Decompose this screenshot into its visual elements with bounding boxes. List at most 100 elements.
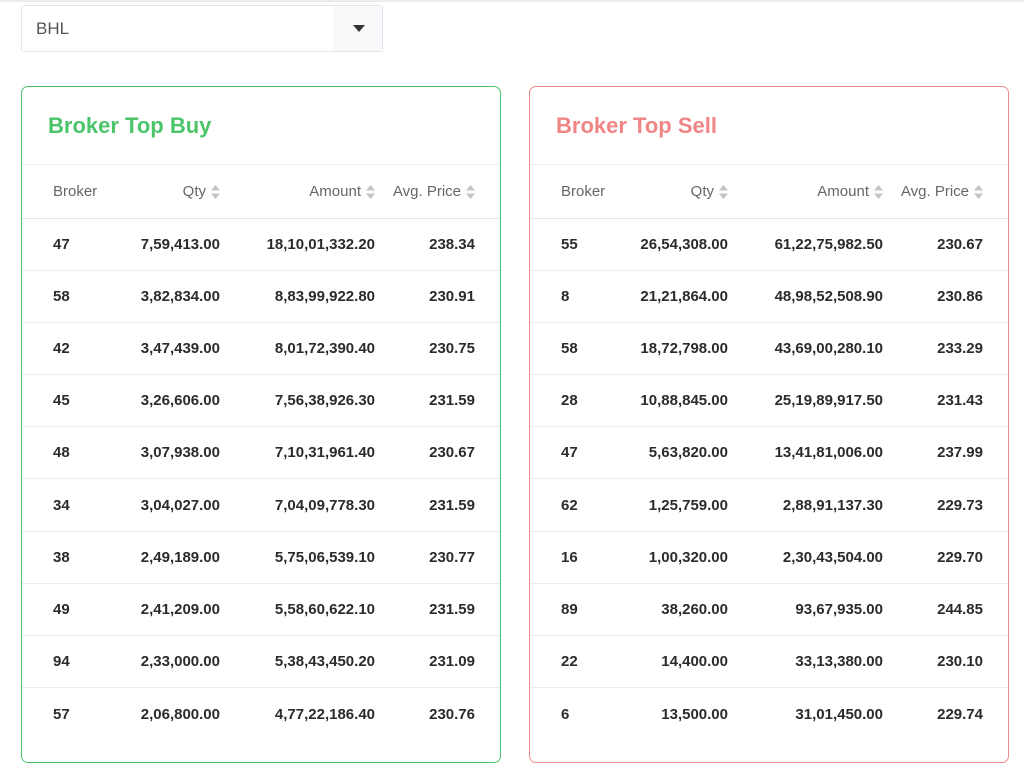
sort-icon (719, 184, 728, 199)
avg-price-cell: 230.91 (375, 270, 500, 323)
table-row: 58 3,82,834.00 8,83,99,922.80 230.91 (22, 270, 500, 323)
broker-cell: 22 (530, 635, 618, 689)
amount-cell: 13,41,81,006.00 (728, 426, 883, 480)
table-row: 45 3,26,606.00 7,56,38,926.30 231.59 (22, 374, 500, 428)
broker-cell: 57 (53, 705, 70, 723)
avg-price-cell: 229.70 (883, 531, 1008, 584)
sort-icon (466, 184, 475, 199)
amount-cell: 93,67,935.00 (728, 583, 883, 637)
top-divider (0, 0, 1024, 2)
avg-price-cell: 230.76 (429, 705, 475, 723)
avg-price-cell: 231.43 (883, 374, 1008, 428)
broker-top-buy-table: Broker Qty Amount Avg. Price 47 7,59,413.… (22, 165, 500, 740)
caret-down-icon (352, 25, 365, 32)
avg-price-cell: 238.34 (375, 218, 500, 271)
table-row: 62 1,25,759.00 2,88,91,137.30 229.73 (530, 478, 1008, 532)
amount-cell: 7,10,31,961.40 (220, 426, 375, 480)
broker-top-sell-title: Broker Top Sell (530, 87, 1008, 165)
amount-cell: 18,10,01,332.20 (220, 218, 375, 271)
table-header-row: Broker Qty Amount Avg. Price (530, 165, 1008, 219)
table-row: 42 3,47,439.00 8,01,72,390.40 230.75 (22, 322, 500, 376)
table-row: 16 1,00,320.00 2,30,43,504.00 229.70 (530, 531, 1008, 584)
broker-cell: 47 (530, 426, 618, 480)
qty-cell: 5,63,820.00 (618, 426, 728, 480)
table-row: 47 5,63,820.00 13,41,81,006.00 237.99 (530, 426, 1008, 480)
broker-top-buy-title: Broker Top Buy (22, 87, 500, 165)
broker-cell: 16 (530, 531, 618, 584)
avg-price-cell: 230.67 (883, 218, 1008, 271)
header-qty-sortable[interactable]: Qty (110, 165, 220, 219)
amount-cell: 5,38,43,450.20 (220, 635, 375, 689)
sort-icon (211, 184, 220, 199)
qty-cell: 1,00,320.00 (618, 531, 728, 584)
symbol-select-value: BHL (36, 18, 70, 38)
avg-price-cell: 244.85 (883, 583, 1008, 637)
qty-cell: 18,72,798.00 (618, 322, 728, 376)
amount-cell: 61,22,75,982.50 (728, 218, 883, 271)
broker-cell: 28 (530, 374, 618, 428)
avg-price-cell: 237.99 (883, 426, 1008, 480)
table-row: 6 13,500.00 31,01,450.00 229.74 (530, 688, 1008, 740)
amount-cell: 25,19,89,917.50 (728, 374, 883, 428)
avg-price-cell: 230.75 (375, 322, 500, 376)
table-row: 57 2,06,800.00 4,77,22,186.40 230.76 (22, 688, 500, 740)
qty-cell: 3,04,027.00 (110, 478, 220, 532)
qty-cell: 3,26,606.00 (110, 374, 220, 428)
broker-cell: 89 (530, 583, 618, 637)
broker-cell: 6 (561, 705, 570, 723)
amount-cell: 31,01,450.00 (795, 705, 883, 723)
avg-price-cell: 229.73 (883, 478, 1008, 532)
amount-cell: 2,88,91,137.30 (728, 478, 883, 532)
qty-cell: 38,260.00 (618, 583, 728, 637)
qty-cell: 1,25,759.00 (618, 478, 728, 532)
broker-cell: 58 (530, 322, 618, 376)
broker-cell: 62 (530, 478, 618, 532)
header-qty-sortable[interactable]: Qty (618, 165, 728, 219)
avg-price-cell: 231.59 (375, 478, 500, 532)
amount-cell: 7,04,09,778.30 (220, 478, 375, 532)
header-avg-price-sortable[interactable]: Avg. Price (375, 165, 500, 219)
avg-price-cell: 229.74 (937, 705, 983, 723)
table-header-row: Broker Qty Amount Avg. Price (22, 165, 500, 219)
table-row: 34 3,04,027.00 7,04,09,778.30 231.59 (22, 478, 500, 532)
qty-cell: 2,06,800.00 (140, 705, 220, 723)
qty-cell: 3,82,834.00 (110, 270, 220, 323)
broker-top-buy-card: Broker Top Buy Broker Qty Amount Avg. Pr… (21, 86, 501, 763)
broker-cell: 8 (530, 270, 618, 323)
symbol-select-toggle[interactable] (334, 6, 382, 51)
symbol-select[interactable]: BHL (21, 5, 383, 52)
table-row: 47 7,59,413.00 18,10,01,332.20 238.34 (22, 218, 500, 271)
header-broker: Broker (22, 165, 110, 219)
amount-cell: 5,75,06,539.10 (220, 531, 375, 584)
broker-cell: 38 (22, 531, 110, 584)
avg-price-cell: 231.59 (375, 374, 500, 428)
header-amount-sortable[interactable]: Amount (728, 165, 883, 219)
amount-cell: 43,69,00,280.10 (728, 322, 883, 376)
amount-cell: 7,56,38,926.30 (220, 374, 375, 428)
broker-cell: 42 (22, 322, 110, 376)
avg-price-cell: 233.29 (883, 322, 1008, 376)
table-row: 49 2,41,209.00 5,58,60,622.10 231.59 (22, 583, 500, 637)
avg-price-cell: 230.10 (883, 635, 1008, 689)
header-avg-price-sortable[interactable]: Avg. Price (883, 165, 1008, 219)
table-row: 94 2,33,000.00 5,38,43,450.20 231.09 (22, 635, 500, 689)
table-row: 22 14,400.00 33,13,380.00 230.10 (530, 635, 1008, 689)
amount-cell: 5,58,60,622.10 (220, 583, 375, 637)
broker-cell: 49 (22, 583, 110, 637)
qty-cell: 2,49,189.00 (110, 531, 220, 584)
sort-icon (874, 184, 883, 199)
amount-cell: 48,98,52,508.90 (728, 270, 883, 323)
broker-cell: 58 (22, 270, 110, 323)
qty-cell: 21,21,864.00 (618, 270, 728, 323)
broker-top-sell-card: Broker Top Sell Broker Qty Amount Avg. P… (529, 86, 1009, 763)
header-amount-sortable[interactable]: Amount (220, 165, 375, 219)
broker-top-sell-table: Broker Qty Amount Avg. Price 55 26,54,308… (530, 165, 1008, 740)
table-row: 28 10,88,845.00 25,19,89,917.50 231.43 (530, 374, 1008, 428)
avg-price-cell: 231.09 (375, 635, 500, 689)
table-row: 48 3,07,938.00 7,10,31,961.40 230.67 (22, 426, 500, 480)
broker-cell: 45 (22, 374, 110, 428)
amount-cell: 2,30,43,504.00 (728, 531, 883, 584)
header-broker: Broker (530, 165, 618, 219)
broker-cell: 34 (22, 478, 110, 532)
qty-cell: 10,88,845.00 (618, 374, 728, 428)
